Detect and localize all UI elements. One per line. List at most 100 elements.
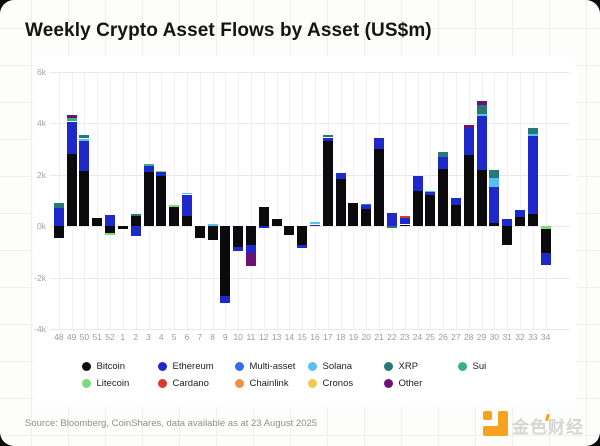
gridline-x: [353, 71, 355, 329]
x-axis-tick-label: 50: [79, 332, 90, 342]
bar-segment-ethereum: [245, 244, 256, 253]
gridline-x: [263, 71, 265, 329]
gridline-x: [404, 71, 406, 329]
gridline-x: [199, 71, 201, 329]
bar-segment-bitcoin: [271, 219, 282, 226]
legend-label: Solana: [322, 360, 353, 372]
bar-segment-bitcoin: [207, 226, 218, 241]
y-axis-tick-label: 4k: [37, 118, 46, 129]
x-axis-tick-label: 10: [233, 332, 243, 342]
xrp-dot-icon: [383, 361, 393, 371]
bar-segment-bitcoin: [233, 226, 244, 247]
bar-segment-ethereum: [386, 213, 397, 226]
gridline-y: [50, 277, 570, 279]
source-note: Source: Bloomberg, CoinShares, data avai…: [25, 418, 318, 429]
bar-segment-ethereum: [463, 128, 474, 155]
x-axis-tick-label: 3: [146, 332, 151, 342]
bar-segment-ethereum: [515, 210, 525, 217]
x-axis-tick-label: 5: [171, 332, 177, 342]
litecoin-dot-icon: [81, 378, 91, 388]
x-axis-tick-label: 11: [246, 332, 256, 342]
chart-title: Weekly Crypto Asset Flows by Asset (US$m…: [25, 20, 432, 41]
gridline-x: [276, 71, 278, 329]
bar-segment-bitcoin: [245, 226, 256, 245]
bar-segment-ethereum: [412, 175, 423, 192]
legend-item-multi-asset: Multi-asset: [234, 360, 296, 372]
x-axis-tick-label: 15: [297, 332, 307, 342]
bar-segment-litecoin: [156, 170, 167, 172]
gridline-x: [507, 71, 509, 329]
bar-segment-bitcoin: [284, 226, 295, 235]
bar-segment-bitcoin: [425, 194, 436, 226]
x-axis-tick-label: 22: [387, 332, 397, 342]
y-axis-tick-label: -2k: [34, 272, 46, 283]
legend-item-other: Other: [383, 377, 423, 389]
legend-label: Sui: [472, 360, 487, 372]
bar-segment-bitcoin: [79, 170, 90, 226]
legend-label: Chainlink: [249, 377, 289, 389]
legend-item-sui: Sui: [457, 360, 487, 372]
legend-item-bitcoin: Bitcoin: [81, 360, 126, 372]
x-axis-tick-label: 14: [284, 332, 295, 342]
x-axis-tick-label: 32: [515, 332, 525, 342]
bar-segment-other: [245, 253, 256, 267]
multi-asset-dot-icon: [234, 361, 244, 371]
x-axis-tick-label: 23: [399, 332, 410, 342]
bar-segment-ethereum: [79, 141, 90, 171]
gridline-x: [391, 71, 393, 329]
bar-segment-ethereum: [130, 226, 141, 236]
bar-segment-other: [476, 101, 487, 105]
bar-segment-xrp: [386, 226, 397, 229]
bar-segment-bitcoin: [297, 226, 308, 246]
gridline-x: [545, 71, 547, 329]
x-axis-tick-label: 18: [335, 332, 346, 342]
bar-segment-xrp: [79, 134, 90, 139]
bar-segment-xrp: [438, 151, 449, 158]
legend-label: Litecoin: [96, 377, 130, 389]
bar-segment-bitcoin: [220, 226, 231, 296]
x-axis-tick-label: 25: [425, 332, 436, 342]
bar-segment-bitcoin: [361, 209, 372, 226]
ethereum-dot-icon: [157, 361, 167, 371]
x-axis-tick-label: 20: [361, 332, 371, 342]
gridline-x: [135, 71, 137, 329]
bar-segment-bitcoin: [476, 170, 487, 226]
bar-segment-ethereum: [322, 137, 333, 141]
gridline-x: [225, 71, 227, 329]
bar-segment-bitcoin: [194, 226, 205, 238]
bar-segment-bitcoin: [181, 216, 192, 226]
gridline-y: [50, 71, 570, 73]
x-axis-tick-label: 28: [463, 332, 474, 342]
legend-label: Multi-asset: [249, 360, 296, 372]
bar-segment-xrp: [130, 214, 141, 217]
gridline-x: [212, 71, 214, 329]
x-axis-tick-label: 8: [210, 332, 215, 342]
bar-segment-xrp: [527, 127, 538, 135]
jinse-finance-logo-icon: [483, 411, 508, 436]
bar-segment-xrp: [53, 203, 64, 209]
bar-segment-bitcoin: [156, 175, 167, 226]
bar-segment-bitcoin: [92, 218, 103, 226]
bar-segment-litecoin: [105, 232, 115, 236]
bar-segment-ethereum: [156, 171, 167, 176]
bar-segment-ethereum: [540, 253, 551, 265]
bar-segment-ethereum: [527, 136, 538, 215]
bar-segment-ethereum: [181, 194, 192, 217]
bar-segment-ethereum: [476, 116, 487, 170]
chainlink-dot-icon: [234, 378, 244, 388]
bar-segment-bitcoin: [169, 206, 180, 226]
x-axis-tick-label: 17: [323, 332, 333, 342]
x-axis-tick-label: 34: [540, 332, 551, 342]
x-axis-tick-label: 6: [184, 332, 190, 342]
legend-label: Bitcoin: [96, 360, 126, 372]
gridline-x: [174, 71, 176, 329]
legend-item-cronos: Cronos: [307, 378, 353, 389]
bar-segment-bitcoin: [527, 214, 538, 226]
bar-segment-solana: [79, 138, 90, 142]
bar-segment-ethereum: [143, 166, 154, 172]
x-axis-tick-label: 12: [259, 332, 269, 342]
legend-label: Cardano: [172, 377, 209, 389]
gridline-x: [250, 71, 252, 329]
legend-label: Other: [398, 377, 423, 389]
